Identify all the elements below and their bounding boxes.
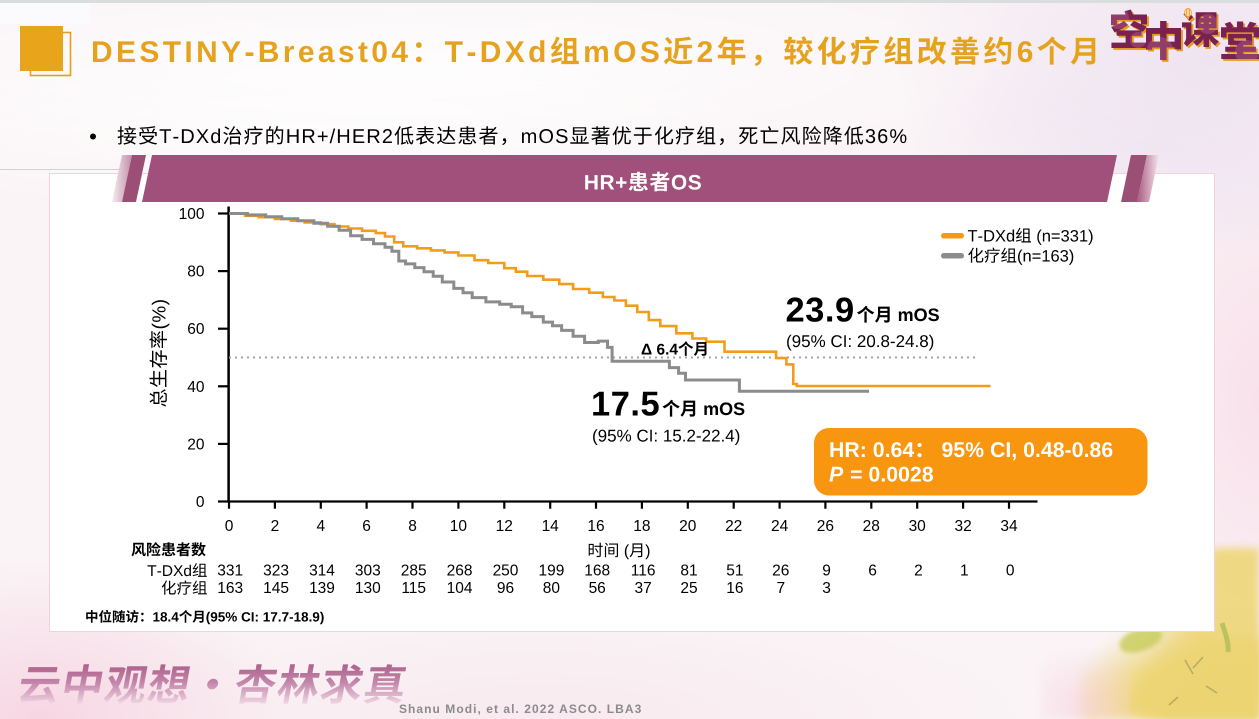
svg-text:8: 8	[408, 518, 417, 535]
svg-text:199: 199	[538, 563, 564, 580]
svg-text:100: 100	[179, 206, 205, 223]
svg-text:20: 20	[187, 436, 205, 453]
svg-text:115: 115	[401, 580, 426, 597]
svg-text:12: 12	[496, 518, 513, 535]
svg-text:80: 80	[187, 264, 205, 281]
svg-text:40: 40	[187, 379, 205, 396]
svg-text:32: 32	[954, 518, 971, 535]
svg-text:16: 16	[587, 518, 604, 535]
svg-text:20: 20	[679, 518, 697, 535]
svg-text:139: 139	[309, 580, 335, 597]
svg-text:14: 14	[542, 518, 560, 535]
svg-text:4: 4	[316, 518, 325, 535]
svg-text:323: 323	[263, 563, 289, 580]
svg-text:9: 9	[822, 563, 831, 580]
svg-text:2: 2	[271, 518, 280, 535]
svg-text:268: 268	[447, 563, 473, 580]
svg-text:285: 285	[401, 563, 427, 580]
svg-text:28: 28	[863, 518, 880, 535]
svg-text:37: 37	[634, 580, 651, 597]
svg-text:18: 18	[633, 518, 650, 535]
svg-text:30: 30	[909, 518, 927, 535]
svg-text:24: 24	[771, 518, 789, 535]
svg-text:34: 34	[1000, 518, 1018, 535]
svg-text:168: 168	[584, 563, 610, 580]
svg-text:2: 2	[914, 563, 923, 580]
svg-text:116: 116	[631, 563, 656, 580]
svg-text:314: 314	[309, 563, 335, 580]
svg-text:7: 7	[776, 580, 785, 597]
svg-text:6: 6	[362, 518, 371, 535]
svg-text:16: 16	[726, 580, 743, 597]
svg-text:26: 26	[817, 518, 834, 535]
svg-text:25: 25	[680, 580, 697, 597]
svg-text:10: 10	[450, 518, 468, 535]
svg-text:0: 0	[1006, 563, 1015, 580]
svg-text:60: 60	[187, 321, 205, 338]
svg-text:250: 250	[493, 563, 519, 580]
svg-text:331: 331	[217, 563, 243, 580]
svg-text:130: 130	[355, 580, 381, 597]
svg-text:26: 26	[772, 563, 789, 580]
svg-text:51: 51	[726, 563, 743, 580]
svg-text:81: 81	[680, 563, 697, 580]
svg-text:303: 303	[355, 563, 381, 580]
svg-text:163: 163	[217, 580, 243, 597]
svg-text:104: 104	[447, 580, 473, 597]
svg-text:22: 22	[725, 518, 742, 535]
svg-text:0: 0	[225, 518, 234, 535]
svg-text:96: 96	[497, 580, 514, 597]
svg-text:6: 6	[868, 563, 877, 580]
svg-text:0: 0	[196, 494, 205, 511]
svg-text:56: 56	[589, 580, 606, 597]
svg-text:145: 145	[263, 580, 289, 597]
svg-text:3: 3	[822, 580, 831, 597]
svg-text:1: 1	[960, 563, 969, 580]
svg-text:80: 80	[543, 580, 561, 597]
